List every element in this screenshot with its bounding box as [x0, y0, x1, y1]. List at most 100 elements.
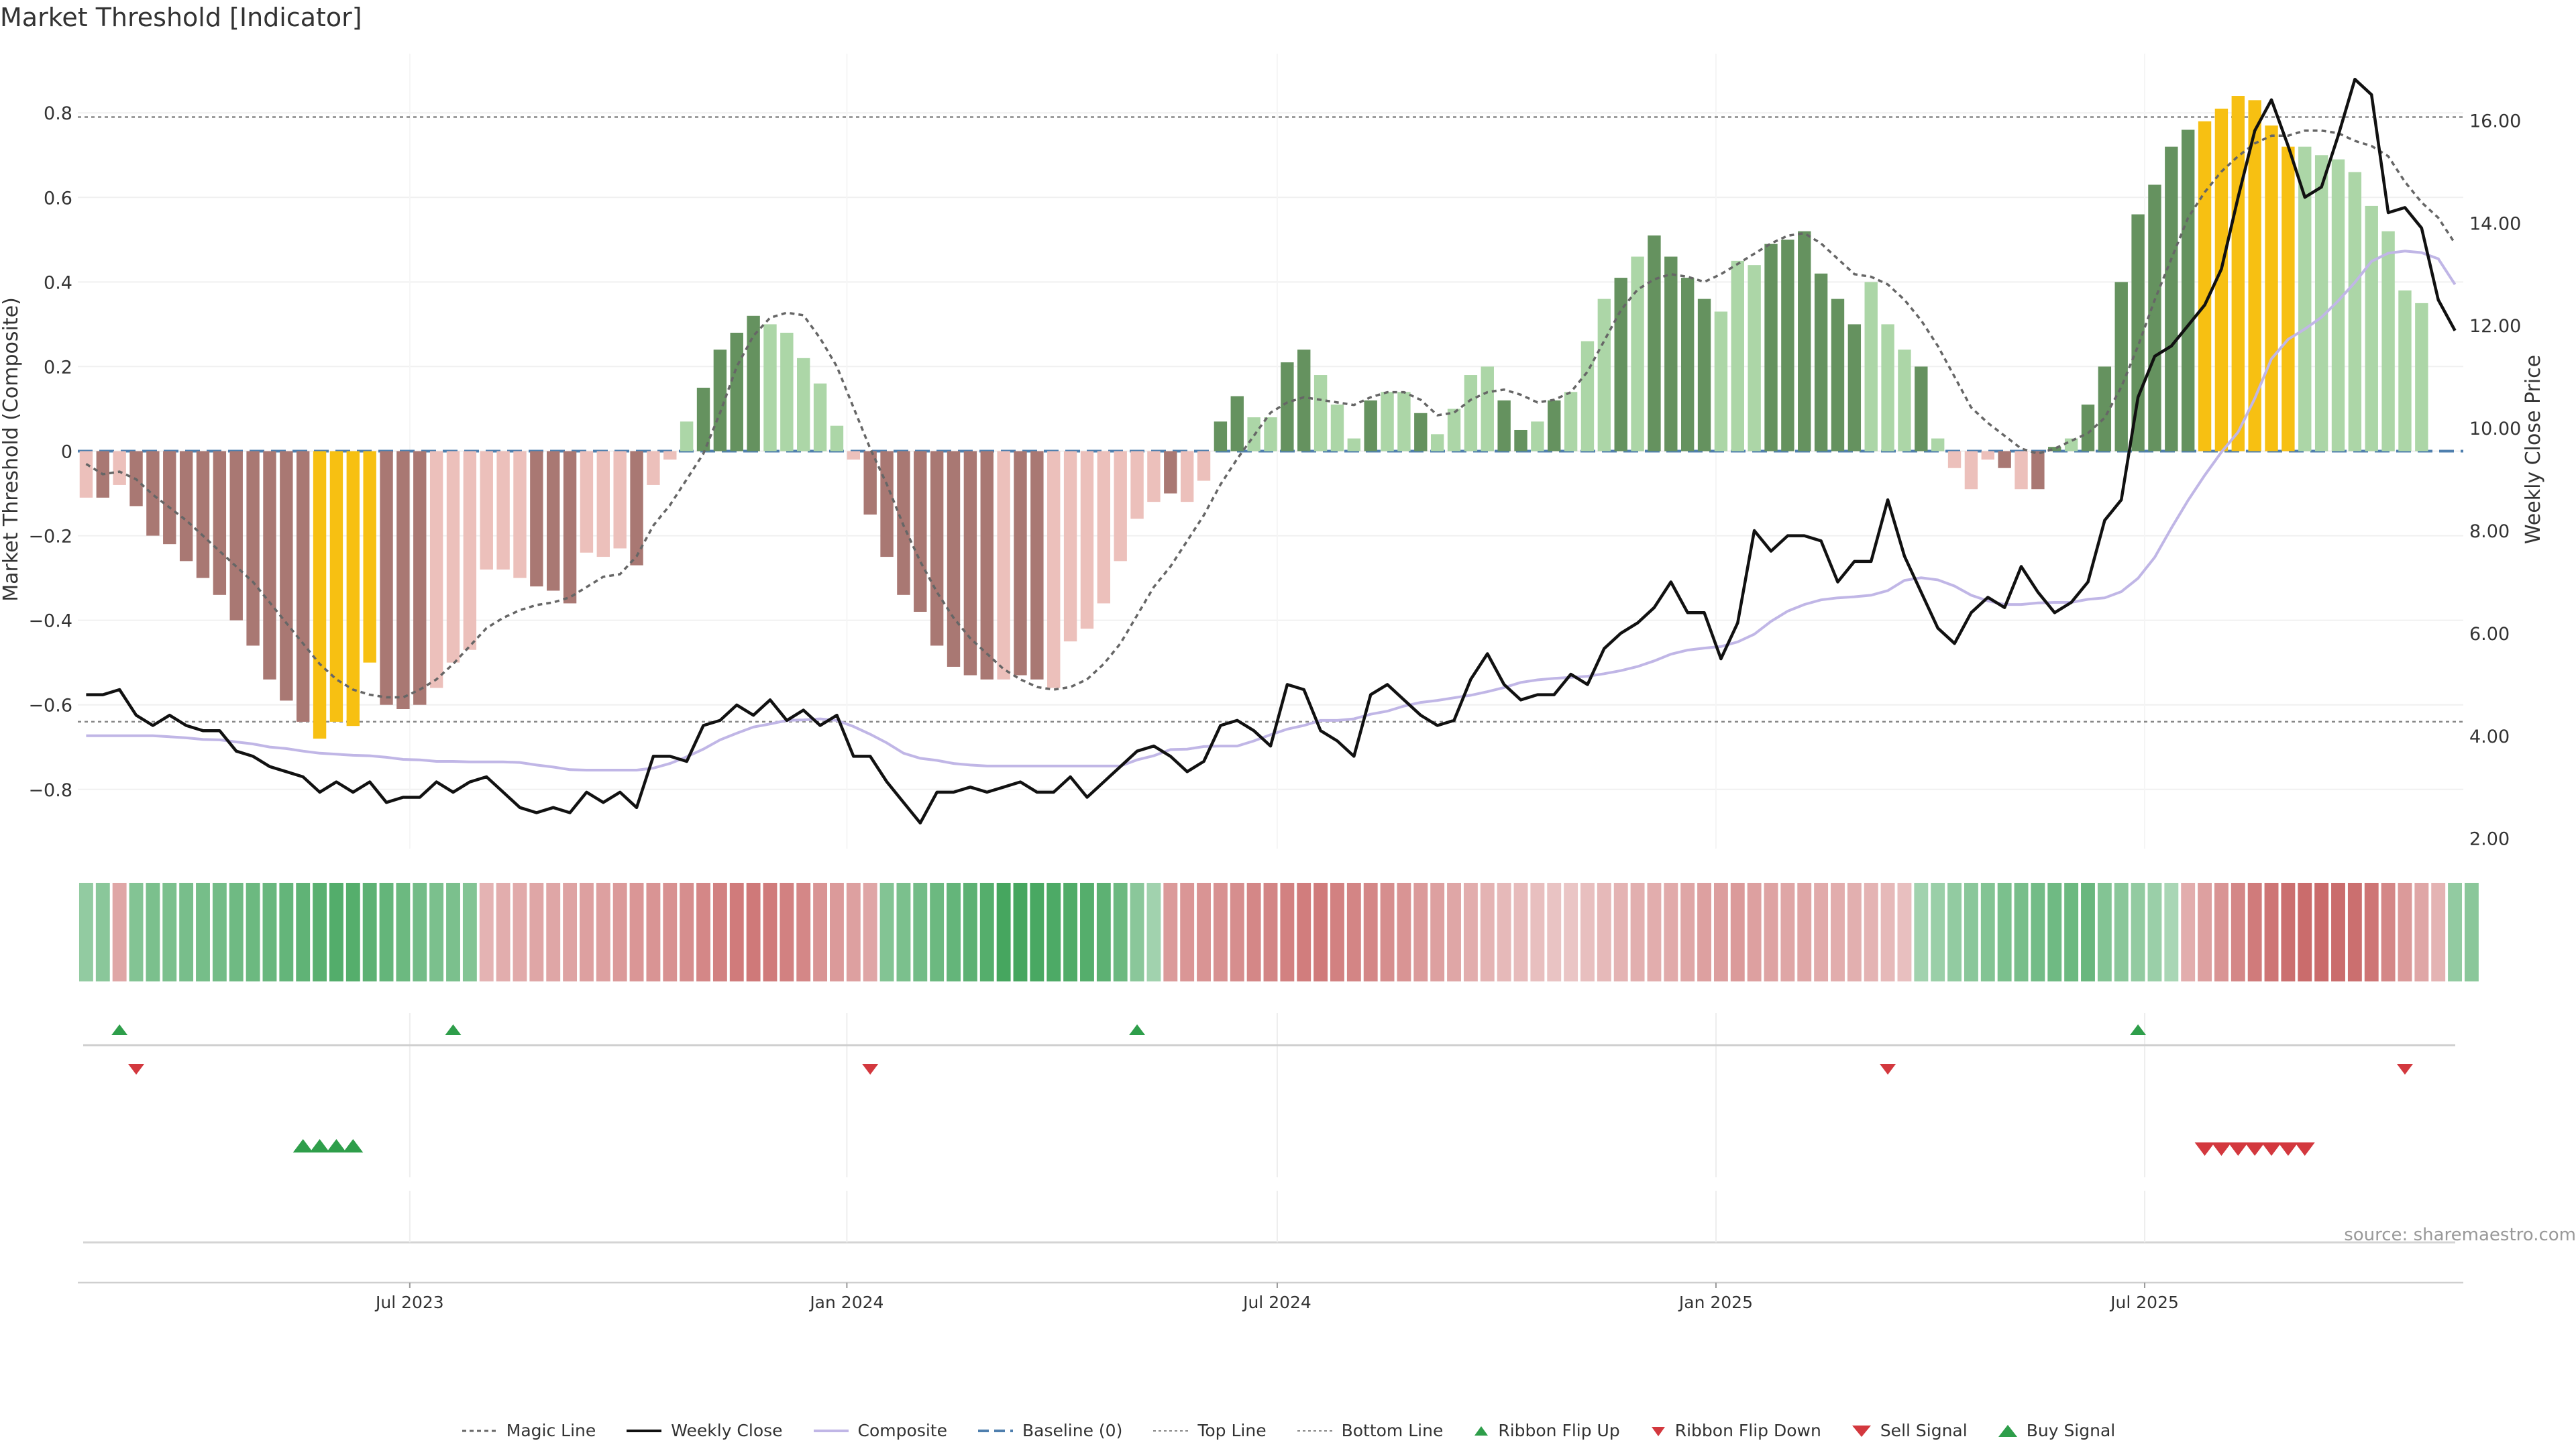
composite-bar — [2048, 447, 2061, 451]
composite-bar — [1564, 392, 1578, 451]
composite-bar — [1330, 405, 1344, 451]
legend: Magic Line Weekly Close Composite Baseli… — [0, 1421, 2576, 1440]
composite-bar — [179, 451, 193, 561]
composite-bar — [1264, 417, 1277, 451]
ribbon-cell — [2347, 883, 2362, 981]
ribbon-cell — [146, 883, 160, 981]
legend-weekly-close: Weekly Close — [625, 1421, 783, 1440]
ribbon-cell — [1980, 883, 1995, 981]
composite-bar — [1614, 278, 1627, 451]
composite-bar — [463, 451, 477, 650]
overlay-lines — [85, 77, 2457, 825]
ribbon-cell — [296, 883, 311, 981]
composite-bar — [396, 451, 410, 709]
composite-bar — [1047, 451, 1061, 688]
composite-bar — [496, 451, 510, 570]
composite-bar — [1580, 341, 1595, 451]
sell-signal-marker — [2211, 1142, 2232, 1156]
ribbon-cell — [2147, 883, 2162, 981]
composite-bar — [2348, 172, 2362, 451]
composite-bar — [563, 451, 577, 604]
composite-bars — [79, 96, 2428, 739]
ribbon-cell — [279, 883, 294, 981]
y-tick-label: 0 — [61, 442, 72, 463]
ribbon-cell — [930, 883, 945, 981]
composite-bar — [1947, 451, 1962, 468]
ribbon-cell — [1664, 883, 1678, 981]
y2-tick-label: 10.00 — [2469, 419, 2521, 439]
ribbon-cell — [2364, 883, 2379, 981]
composite-bar — [480, 451, 493, 570]
composite-bar — [1798, 231, 1811, 451]
legend-sell-signal: Sell Signal — [1851, 1421, 1968, 1440]
composite-bar — [1197, 451, 1211, 481]
composite-bar — [2381, 231, 2395, 451]
composite-bar — [1748, 265, 1761, 451]
x-tick-label: Jul 2025 — [2109, 1293, 2179, 1312]
ribbon-cell — [1330, 883, 1344, 981]
ribbon-cell — [2214, 883, 2229, 981]
composite-bar — [863, 451, 877, 515]
composite-bar — [763, 324, 777, 451]
ribbon-cell — [1447, 883, 1461, 981]
legend-top-line: Top Line — [1152, 1421, 1267, 1440]
ribbon-cell — [362, 883, 377, 981]
composite-bar — [1597, 299, 1611, 451]
ribbon-cell — [2031, 883, 2045, 981]
ribbon-cell — [1463, 883, 1478, 981]
ribbon-cell — [729, 883, 744, 981]
composite-bar — [1648, 235, 1661, 451]
ribbon-cell — [2164, 883, 2179, 981]
composite-bar — [663, 451, 677, 460]
ribbon-cell — [763, 883, 777, 981]
composite-bar — [2314, 155, 2328, 451]
ribbon-cell — [1380, 883, 1395, 981]
ribbon-cell — [1730, 883, 1745, 981]
ribbon-cell — [1997, 883, 2012, 981]
composite-bar — [1430, 434, 1444, 451]
composite-bar — [1464, 375, 1478, 451]
composite-bar — [2365, 205, 2378, 451]
weekly-close-line — [86, 77, 2457, 825]
composite-bar — [547, 451, 560, 591]
composite-bar — [1998, 451, 2011, 468]
ribbon-cell — [979, 883, 994, 981]
composite-bar — [963, 451, 977, 676]
composite-bar — [246, 451, 260, 646]
composite-bar — [1063, 451, 1077, 642]
composite-bar — [2398, 290, 2412, 451]
ribbon-cell — [2064, 883, 2079, 981]
ribbon-cell — [1831, 883, 1845, 981]
composite-bar — [2265, 125, 2278, 451]
ribbon-cell — [2047, 883, 2062, 981]
ribbon-cell — [95, 883, 110, 981]
ribbon-cell — [1897, 883, 1912, 981]
ribbon-cell — [345, 883, 360, 981]
ribbon-cell — [379, 883, 394, 981]
composite-bar — [580, 451, 594, 553]
flip-up-marker — [1129, 1024, 1146, 1035]
ribbon-cell — [129, 883, 144, 981]
source-label: source: sharemaestro.com — [2344, 1225, 2576, 1245]
signal-panels — [83, 1013, 2455, 1244]
composite-bar — [1313, 375, 1328, 451]
ribbon-cell — [1914, 883, 1929, 981]
ribbon-cell — [2281, 883, 2296, 981]
composite-bar — [1898, 350, 1911, 451]
y-axis-label: Market Threshold (Composite) — [0, 297, 23, 602]
ribbon-cell — [1764, 883, 1778, 981]
ribbon-cell — [2081, 883, 2095, 981]
sell-signal-marker — [2261, 1142, 2282, 1156]
y-tick-label: 0.6 — [44, 188, 72, 209]
composite-bar — [1631, 256, 1644, 451]
composite-bar — [229, 451, 243, 621]
ribbon-cell — [212, 883, 227, 981]
composite-bar — [297, 451, 310, 722]
ribbon-cell — [1580, 883, 1595, 981]
flip-down-marker — [1880, 1064, 1896, 1075]
ribbon-cell — [1864, 883, 1878, 981]
legend-buy-signal: Buy Signal — [1997, 1421, 2115, 1440]
composite-bar — [2181, 129, 2195, 451]
ribbon-cell — [1063, 883, 1078, 981]
y-tick-label: 0.8 — [44, 103, 72, 124]
